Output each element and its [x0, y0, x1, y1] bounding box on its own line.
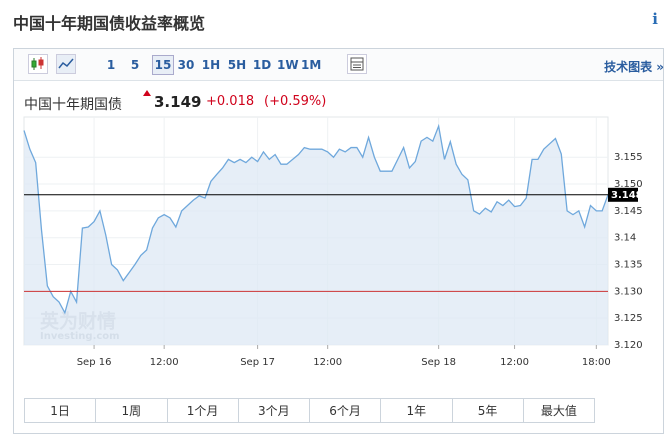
y-tick-label: 3.120: [614, 340, 643, 351]
quote-change-pct: (+0.59%): [264, 94, 327, 109]
interval-button[interactable]: 1: [106, 58, 116, 72]
range-button[interactable]: 6个月: [309, 398, 382, 423]
interval-button[interactable]: 30: [177, 58, 195, 72]
panel: [13, 48, 664, 434]
line-glyph: [58, 58, 74, 69]
current-label-box: [608, 187, 638, 202]
x-tick-label: Sep 17: [240, 357, 275, 368]
y-tick-label: 3.145: [614, 206, 643, 217]
range-button[interactable]: 1个月: [166, 398, 239, 423]
y-tick-label: 3.135: [614, 260, 643, 271]
range-button[interactable]: 3个月: [237, 398, 310, 423]
candle-glyph: [31, 57, 44, 70]
y-tick-label: 3.14: [614, 233, 636, 244]
info-icon[interactable]: i: [652, 10, 658, 28]
x-tick-label: Sep 18: [421, 357, 456, 368]
line: [23, 123, 609, 315]
x-tick-label: 12:00: [313, 357, 342, 368]
table-glyph: [350, 57, 364, 71]
table-icon[interactable]: [347, 54, 367, 74]
tech-chart-link[interactable]: 技术图表 »: [604, 60, 664, 74]
up-arrow: [143, 90, 151, 96]
quote-change: +0.018: [206, 94, 255, 109]
range-button[interactable]: 1周: [95, 398, 168, 423]
y-tick-label: 3.125: [614, 313, 643, 324]
interval-button[interactable]: 1D: [252, 58, 272, 72]
range-button[interactable]: 5年: [451, 398, 524, 423]
range-button[interactable]: 1年: [380, 398, 453, 423]
candle-icon[interactable]: [28, 54, 48, 74]
quote-price: 3.149: [154, 93, 202, 111]
x-tick-label: 18:00: [582, 357, 611, 368]
interval-button[interactable]: 15: [152, 55, 174, 75]
area-fill: [24, 126, 608, 346]
line-icon[interactable]: [56, 54, 76, 74]
quote-name: 中国十年期国债: [24, 97, 122, 113]
interval-button[interactable]: 1H: [201, 58, 221, 72]
interval-button[interactable]: 5: [130, 58, 140, 72]
x-tick-label: Sep 16: [77, 357, 112, 368]
page-title: 中国十年期国债收益率概览: [13, 14, 206, 33]
interval-button[interactable]: 1M: [301, 58, 322, 72]
toolbar: 1 5 15 30 1H 5H 1D 1W 1M: [14, 49, 663, 81]
y-tick-label: 3.150: [614, 179, 643, 190]
x-tick-label: 12:00: [500, 357, 529, 368]
interval-button[interactable]: 5H: [227, 58, 247, 72]
y-tick-label: 3.130: [614, 286, 643, 297]
current-label: 3.148: [611, 190, 643, 201]
x-tick-label: 12:00: [150, 357, 179, 368]
range-button[interactable]: 1日: [24, 398, 97, 423]
interval-button[interactable]: 1W: [277, 58, 299, 72]
y-tick-label: 3.155: [614, 152, 643, 163]
range-button[interactable]: 最大值: [522, 398, 595, 423]
